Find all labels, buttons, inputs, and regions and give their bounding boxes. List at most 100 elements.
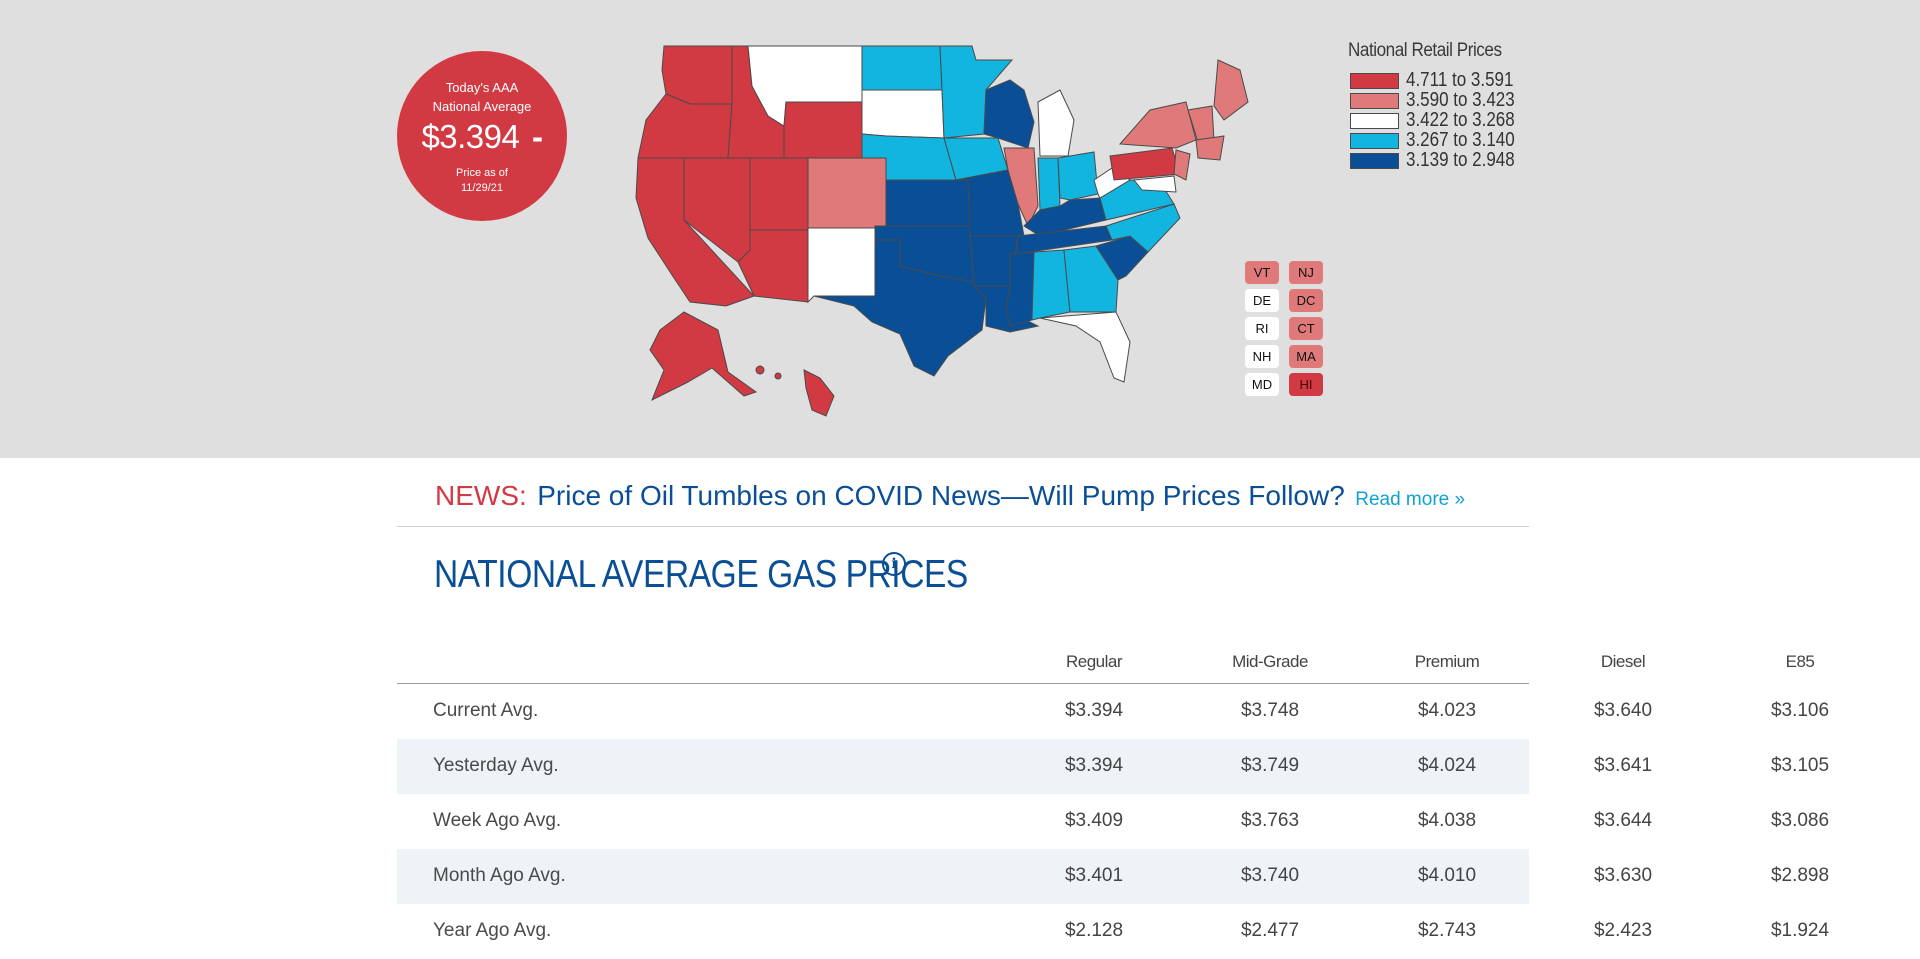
state-sd[interactable] bbox=[861, 89, 945, 139]
state-ut[interactable] bbox=[749, 157, 809, 231]
legend-range-label: 3.267 to 3.140 bbox=[1406, 129, 1515, 151]
small-state-nh-label: NH bbox=[1252, 349, 1272, 364]
legend-row: 3.590 to 3.423 bbox=[1348, 89, 1538, 111]
news-headline-link[interactable]: Price of Oil Tumbles on COVID News—Will … bbox=[537, 480, 1345, 511]
price-as-of: Price as of 11/29/21 bbox=[397, 166, 567, 196]
state-ak[interactable] bbox=[649, 311, 758, 402]
legend-swatch bbox=[1350, 113, 1399, 129]
small-state-hi[interactable]: HI bbox=[1289, 373, 1323, 396]
small-state-ct-label: CT bbox=[1297, 321, 1315, 336]
state-or[interactable] bbox=[637, 93, 733, 159]
price-cell: $4.023 bbox=[1417, 700, 1477, 721]
price-legend: National Retail Prices 4.711 to 3.591 3.… bbox=[1348, 40, 1538, 180]
legend-range-label: 3.590 to 3.423 bbox=[1406, 89, 1515, 111]
small-state-hi-label: HI bbox=[1299, 377, 1313, 392]
column-header-premium: Premium bbox=[1414, 652, 1480, 671]
table-header: Regular Mid-Grade Premium Diesel E85 bbox=[397, 650, 1815, 684]
national-average-badge: Today's AAA National Average $3.394 - Pr… bbox=[397, 51, 567, 221]
state-ms[interactable] bbox=[1005, 251, 1035, 327]
info-icon[interactable]: i bbox=[882, 552, 906, 576]
small-state-ma[interactable]: MA bbox=[1289, 345, 1323, 368]
small-state-ct[interactable]: CT bbox=[1289, 317, 1323, 340]
state-me[interactable] bbox=[1213, 59, 1249, 121]
state-nj[interactable] bbox=[1173, 149, 1191, 181]
legend-swatch bbox=[1350, 73, 1399, 89]
price-cell: $2.477 bbox=[1240, 920, 1300, 941]
table-row: Current Avg. $3.394 $3.748 $4.023 $3.640… bbox=[397, 684, 1829, 739]
table-row: Year Ago Avg. $2.128 $2.477 $2.743 $2.42… bbox=[397, 904, 1829, 959]
state-in[interactable] bbox=[1037, 157, 1061, 211]
state-ks[interactable] bbox=[885, 179, 971, 227]
hero-banner: Today's AAA National Average $3.394 - Pr… bbox=[0, 0, 1920, 458]
legend-row: 3.267 to 3.140 bbox=[1348, 129, 1538, 151]
read-more-link[interactable]: Read more » bbox=[1355, 489, 1466, 510]
table-row: Week Ago Avg. $3.409 $3.763 $4.038 $3.64… bbox=[397, 794, 1829, 849]
state-wy[interactable] bbox=[783, 101, 863, 159]
price-cell: $3.749 bbox=[1240, 755, 1300, 776]
state-hi[interactable] bbox=[803, 369, 835, 417]
national-average-title-text: Today's AAA National Average bbox=[432, 80, 532, 114]
legend-range-label: 4.711 to 3.591 bbox=[1406, 69, 1514, 91]
price-cell: $2.423 bbox=[1593, 920, 1653, 941]
state-fl[interactable] bbox=[1039, 311, 1131, 383]
small-state-md[interactable]: MD bbox=[1245, 373, 1279, 396]
news-label: NEWS: bbox=[435, 480, 527, 511]
price-cell: $3.106 bbox=[1770, 700, 1830, 721]
state-hi-island[interactable] bbox=[774, 372, 782, 380]
news-banner: NEWS: Price of Oil Tumbles on COVID News… bbox=[435, 480, 1535, 514]
state-wi[interactable] bbox=[983, 79, 1035, 149]
state-al[interactable] bbox=[1031, 249, 1071, 321]
price-cell: $3.409 bbox=[1064, 810, 1124, 831]
state-hi-island[interactable] bbox=[755, 365, 765, 375]
small-state-de-label: DE bbox=[1252, 293, 1272, 308]
national-average-title: Today's AAA National Average bbox=[397, 78, 567, 116]
price-cell: $3.641 bbox=[1593, 755, 1653, 776]
column-header-diesel: Diesel bbox=[1600, 652, 1646, 671]
price-cell: $3.394 bbox=[1064, 755, 1124, 776]
column-header-mid-grade: Mid-Grade bbox=[1232, 652, 1308, 671]
state-tx[interactable] bbox=[813, 239, 987, 377]
small-state-vt[interactable]: VT bbox=[1245, 261, 1279, 284]
price-cell: $3.401 bbox=[1064, 865, 1124, 886]
state-pa[interactable] bbox=[1109, 147, 1181, 181]
price-cell: $3.644 bbox=[1593, 810, 1653, 831]
price-cell: $3.105 bbox=[1770, 755, 1830, 776]
divider bbox=[397, 526, 1529, 527]
state-nm[interactable] bbox=[807, 227, 876, 304]
price-cell: $3.763 bbox=[1240, 810, 1300, 831]
us-gas-price-map[interactable] bbox=[600, 30, 1320, 430]
legend-swatch bbox=[1350, 153, 1399, 169]
price-cell: $1.924 bbox=[1770, 920, 1830, 941]
row-label: Week Ago Avg. bbox=[433, 810, 562, 831]
state-new-england[interactable] bbox=[1195, 135, 1225, 161]
state-ga[interactable] bbox=[1063, 245, 1119, 313]
price-cell: $3.630 bbox=[1593, 865, 1653, 886]
small-state-nj[interactable]: NJ bbox=[1289, 261, 1323, 284]
small-state-ri[interactable]: RI bbox=[1245, 317, 1279, 340]
column-header-regular: Regular bbox=[1065, 652, 1123, 671]
national-average-price-value: $3.394 bbox=[421, 118, 520, 155]
small-state-nh[interactable]: NH bbox=[1245, 345, 1279, 368]
state-co[interactable] bbox=[807, 157, 887, 229]
price-cell: $3.086 bbox=[1770, 810, 1830, 831]
small-state-dc[interactable]: DC bbox=[1289, 289, 1323, 312]
state-mi[interactable] bbox=[1037, 89, 1075, 157]
column-header-e85: E85 bbox=[1785, 652, 1815, 671]
small-state-md-label: MD bbox=[1251, 377, 1273, 392]
table-row: Yesterday Avg. $3.394 $3.749 $4.024 $3.6… bbox=[397, 739, 1829, 794]
small-state-de[interactable]: DE bbox=[1245, 289, 1279, 312]
table-row: Month Ago Avg. $3.401 $3.740 $4.010 $3.6… bbox=[397, 849, 1829, 904]
national-average-price: $3.394 - bbox=[397, 117, 567, 157]
state-wa[interactable] bbox=[661, 45, 733, 105]
state-ny[interactable] bbox=[1118, 101, 1197, 149]
price-as-of-label: Price as of bbox=[456, 167, 508, 179]
state-oh[interactable] bbox=[1057, 151, 1099, 201]
state-md-de[interactable] bbox=[1133, 175, 1177, 193]
small-state-ri-label: RI bbox=[1255, 321, 1269, 336]
section-title: NATIONAL AVERAGE GAS PRICES bbox=[434, 553, 968, 596]
price-cell: $4.038 bbox=[1417, 810, 1477, 831]
small-state-vt-label: VT bbox=[1253, 265, 1271, 280]
price-cell: $2.743 bbox=[1417, 920, 1477, 941]
legend-range-label: 3.422 to 3.268 bbox=[1406, 109, 1515, 131]
state-nd[interactable] bbox=[861, 45, 943, 91]
